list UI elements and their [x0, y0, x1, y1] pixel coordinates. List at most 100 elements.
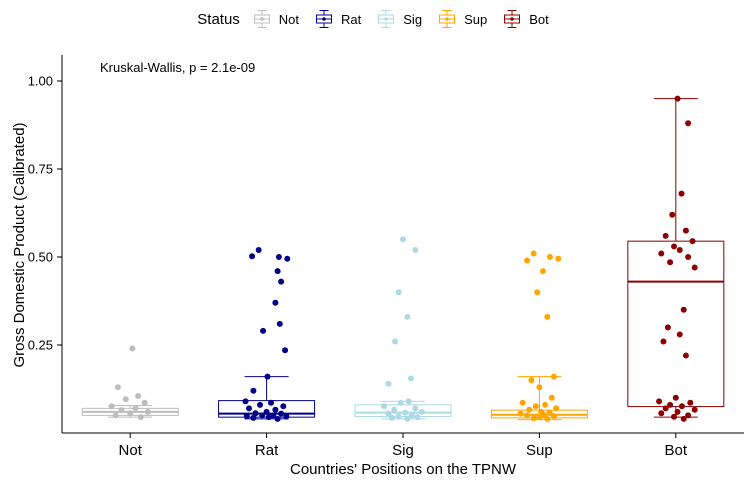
boxplot-key-icon: [316, 10, 333, 28]
boxplot-key-icon: [439, 10, 456, 28]
jitter-point: [678, 403, 685, 410]
jitter-point: [680, 306, 687, 313]
boxplot-key-icon: [504, 10, 521, 28]
jitter-point: [674, 408, 681, 415]
jitter-point: [524, 412, 531, 419]
x-tick-label: Bot: [665, 442, 688, 459]
jitter-point: [274, 268, 281, 275]
jitter-point: [257, 401, 263, 408]
legend-item-not: Not: [250, 8, 299, 30]
jitter-point: [546, 254, 553, 260]
jitter-point: [252, 410, 259, 417]
jitter-point: [412, 405, 419, 412]
jitter-point: [268, 399, 274, 406]
legend-item-label: Sig: [403, 11, 423, 27]
box-group-bot: [627, 95, 725, 422]
jitter-point: [671, 243, 678, 250]
jitter-point: [687, 399, 694, 406]
jitter-point: [129, 345, 136, 352]
jitter-point: [280, 403, 287, 410]
jitter-point: [524, 257, 531, 264]
jitter-point: [412, 246, 419, 253]
jitter-point: [276, 320, 283, 327]
jitter-point: [526, 406, 533, 413]
jitter-point: [404, 313, 411, 320]
jitter-point: [263, 408, 270, 415]
jitter-point: [534, 289, 541, 296]
jitter-point: [517, 410, 524, 417]
jitter-point: [264, 373, 271, 380]
y-axis-title: Gross Domestic Product (Calibrated): [11, 122, 28, 368]
jitter-point: [555, 255, 562, 262]
jitter-point: [672, 394, 679, 401]
jitter-point: [284, 255, 291, 262]
x-tick-label: Sig: [392, 442, 414, 459]
stat-annotation: Kruskal-Wallis, p = 2.1e-09: [100, 60, 256, 75]
jitter-point: [548, 394, 555, 401]
x-axis-title: Countries' Positions on the TPNW: [289, 461, 517, 478]
box-group-sup: [490, 250, 588, 422]
jitter-point: [539, 268, 546, 275]
jitter-point: [676, 246, 683, 253]
jitter-point: [544, 415, 551, 422]
jitter-point: [402, 409, 409, 416]
y-tick-label: 0.25: [28, 338, 53, 353]
jitter-point: [667, 259, 674, 266]
legend-item-label: Bot: [529, 11, 549, 27]
jitter-point: [682, 227, 689, 234]
jitter-point: [689, 238, 696, 245]
jitter-point: [141, 399, 148, 406]
jitter-point: [405, 398, 412, 405]
jitter-point: [678, 190, 685, 197]
jitter-point: [414, 414, 421, 421]
jitter-point: [664, 324, 671, 331]
jitter-point: [550, 413, 557, 420]
jitter-point: [530, 415, 537, 422]
box-group-rat: [218, 246, 316, 422]
jitter-point: [671, 413, 678, 420]
jitter-point: [243, 413, 250, 420]
jitter-point: [418, 408, 425, 415]
legend-item-label: Not: [278, 11, 300, 27]
jitter-point: [408, 412, 415, 419]
jitter-point: [685, 254, 692, 260]
jitter-point: [385, 410, 392, 417]
jitter-point: [656, 398, 663, 405]
jitter-point: [275, 254, 282, 260]
jitter-point: [135, 393, 142, 400]
jitter-point: [278, 410, 285, 417]
jitter-point: [685, 120, 692, 127]
jitter-point: [112, 412, 119, 419]
jitter-point: [407, 375, 414, 382]
jitter-point: [259, 412, 266, 419]
legend-item-sig: Sig: [374, 8, 422, 30]
jitter-point: [669, 211, 676, 218]
jitter-point: [691, 264, 698, 271]
jitter-point: [249, 253, 256, 260]
jitter-point: [658, 410, 665, 417]
jitter-point: [381, 403, 388, 410]
legend-item-label: Rat: [341, 11, 362, 27]
jitter-point: [542, 401, 549, 408]
jitter-point: [550, 373, 557, 380]
jitter-point: [132, 405, 139, 412]
jitter-point: [278, 278, 285, 285]
jitter-point: [544, 313, 551, 320]
x-tick-label: Sup: [526, 442, 553, 459]
jitter-point: [282, 347, 289, 354]
boxplot-key-icon: [253, 10, 270, 28]
jitter-point: [395, 289, 402, 296]
jitter-point: [389, 414, 395, 421]
box-group-not: [81, 345, 179, 421]
jitter-point: [114, 384, 121, 391]
jitter-point: [660, 338, 667, 345]
jitter-point: [662, 232, 669, 239]
jitter-point: [283, 413, 290, 420]
jitter-point: [392, 338, 399, 345]
jitter-point: [395, 413, 402, 420]
jitter-point: [246, 405, 252, 412]
jitter-point: [144, 408, 151, 415]
jitter-point: [676, 331, 683, 338]
x-tick-label: Rat: [255, 442, 279, 459]
